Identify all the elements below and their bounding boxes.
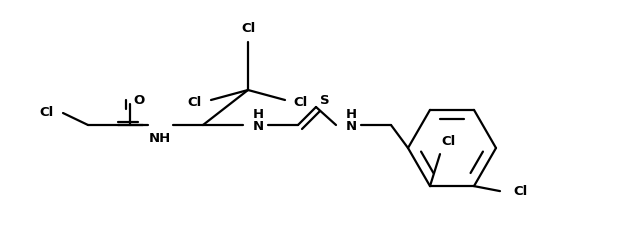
Text: Cl: Cl [441,135,455,148]
Text: H: H [346,109,356,121]
Text: H: H [252,109,264,121]
Text: N: N [346,119,356,133]
Text: Cl: Cl [513,185,527,198]
Text: S: S [320,94,330,106]
Text: Cl: Cl [241,22,255,35]
Text: O: O [133,94,145,106]
Text: Cl: Cl [40,106,54,119]
Text: N: N [252,119,264,133]
Text: NH: NH [149,131,171,145]
Text: Cl: Cl [188,96,202,109]
Text: Cl: Cl [294,96,308,109]
